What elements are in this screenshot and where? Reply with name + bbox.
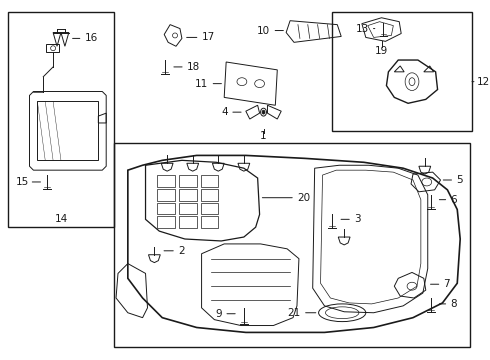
- Text: 12: 12: [477, 77, 490, 87]
- Text: 11: 11: [195, 78, 208, 89]
- Bar: [332, 12, 472, 131]
- Text: 7: 7: [443, 279, 450, 289]
- Text: 16: 16: [85, 33, 98, 44]
- Ellipse shape: [262, 110, 265, 114]
- Text: 15: 15: [16, 177, 29, 187]
- Text: 8: 8: [450, 299, 457, 309]
- Text: 2: 2: [178, 246, 185, 256]
- Bar: [8, 12, 114, 227]
- Text: 18: 18: [187, 62, 200, 72]
- Text: 1: 1: [260, 131, 267, 141]
- Text: 10: 10: [257, 26, 270, 36]
- Text: 3: 3: [354, 214, 361, 224]
- Text: 4: 4: [221, 107, 228, 117]
- Text: 19: 19: [375, 46, 388, 56]
- Text: 9: 9: [216, 309, 222, 319]
- Text: 21: 21: [288, 308, 301, 318]
- Text: 20: 20: [297, 193, 310, 203]
- Text: 5: 5: [456, 175, 463, 185]
- Text: 17: 17: [201, 32, 215, 42]
- Text: 13: 13: [356, 23, 369, 33]
- Text: 14: 14: [54, 214, 68, 224]
- Text: 6: 6: [450, 195, 457, 205]
- Bar: [114, 143, 470, 347]
